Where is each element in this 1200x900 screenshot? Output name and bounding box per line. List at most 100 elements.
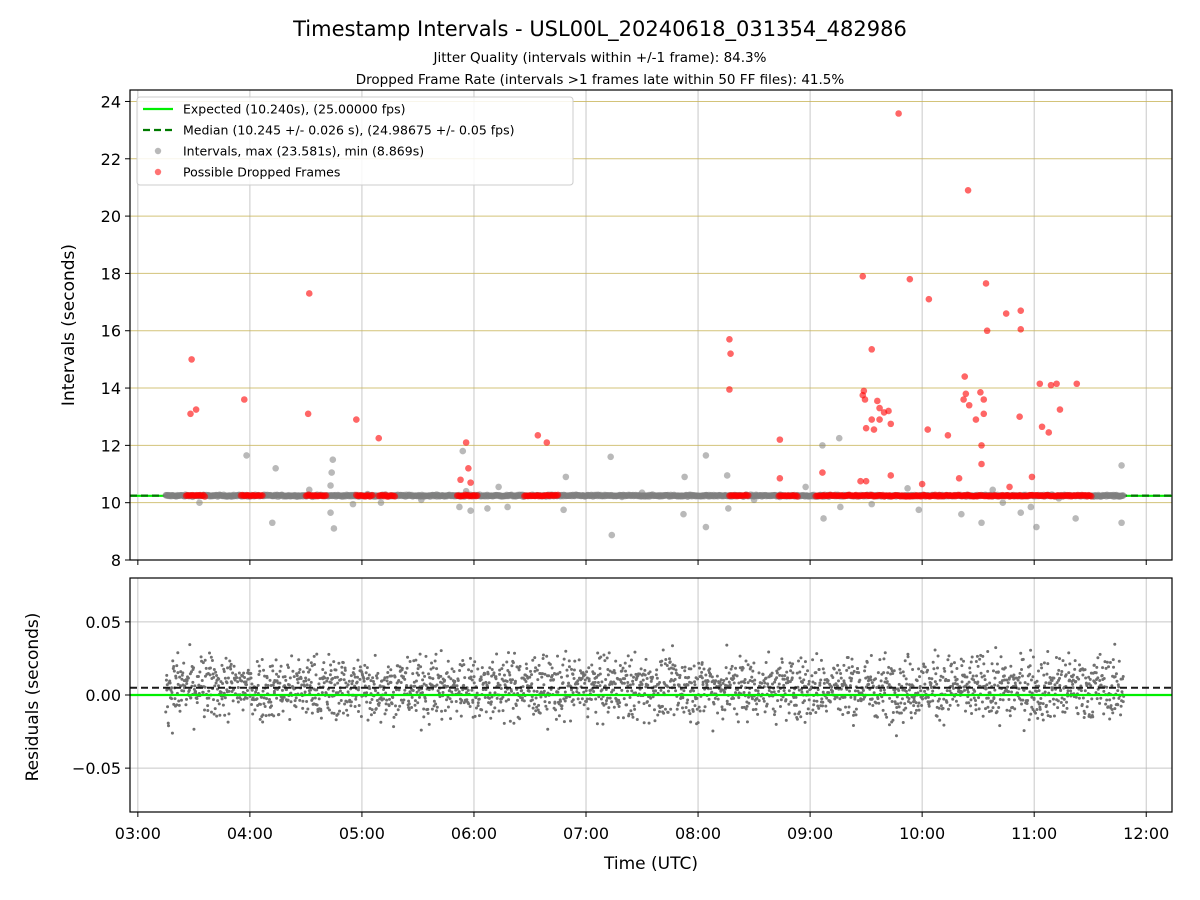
residual-point bbox=[888, 696, 892, 700]
residual-point bbox=[807, 679, 811, 683]
residual-point bbox=[735, 712, 739, 716]
dropped-frame-point bbox=[375, 434, 383, 442]
interval-point bbox=[989, 486, 997, 494]
residual-point bbox=[661, 648, 665, 652]
residual-point bbox=[322, 661, 326, 665]
intervals-y-tick-label: 10 bbox=[101, 494, 121, 513]
residual-point bbox=[718, 680, 722, 684]
residual-point bbox=[965, 682, 969, 686]
residual-point bbox=[1055, 681, 1059, 685]
dropped-frame-point bbox=[860, 387, 868, 395]
residual-point bbox=[980, 675, 984, 679]
residual-point bbox=[1108, 717, 1112, 721]
residual-point bbox=[1094, 681, 1098, 685]
residual-point bbox=[560, 707, 564, 711]
residual-point bbox=[342, 678, 346, 682]
residual-point bbox=[802, 699, 806, 703]
dropped-frame-point bbox=[1016, 413, 1023, 421]
residual-point bbox=[974, 659, 978, 663]
residual-point bbox=[1007, 690, 1011, 694]
residual-point bbox=[884, 676, 888, 680]
interval-point bbox=[681, 473, 688, 481]
residual-point bbox=[1061, 710, 1065, 714]
residual-point bbox=[872, 691, 876, 695]
residual-point bbox=[221, 682, 225, 686]
residual-point bbox=[502, 721, 506, 725]
residual-point bbox=[879, 688, 883, 692]
residual-point bbox=[781, 695, 785, 699]
residual-point bbox=[586, 715, 590, 719]
residual-point bbox=[812, 699, 816, 703]
residual-point bbox=[406, 655, 410, 659]
residual-point bbox=[200, 679, 204, 683]
residual-point bbox=[639, 667, 643, 671]
dropped-frame-point bbox=[961, 373, 969, 380]
residual-point bbox=[1068, 662, 1072, 666]
residual-point bbox=[283, 675, 287, 679]
residual-point bbox=[402, 698, 406, 702]
residual-point bbox=[1086, 699, 1090, 703]
residual-point bbox=[649, 679, 653, 683]
residual-point bbox=[445, 671, 449, 675]
residual-point bbox=[222, 670, 226, 674]
residual-point bbox=[203, 708, 207, 712]
residual-point bbox=[818, 683, 822, 687]
residual-point bbox=[1095, 697, 1099, 701]
residual-point bbox=[339, 677, 343, 681]
residual-point bbox=[996, 670, 1000, 674]
residual-point bbox=[342, 673, 346, 677]
residual-point bbox=[921, 671, 925, 675]
dropped-frame-point bbox=[868, 346, 876, 353]
residual-point bbox=[250, 688, 254, 692]
residual-point bbox=[1022, 688, 1026, 692]
residual-point bbox=[390, 702, 394, 706]
residual-point bbox=[763, 710, 767, 714]
interval-point bbox=[723, 472, 731, 479]
residual-point bbox=[1000, 681, 1004, 685]
dropped-frame-point bbox=[726, 336, 733, 343]
residual-point bbox=[367, 673, 371, 677]
residuals-panel: 03:00 04:00 05:00 06:00 07:00 08:00 09:00 10:00… bbox=[23, 577, 1173, 874]
residual-point bbox=[515, 698, 519, 702]
residual-point bbox=[537, 663, 541, 667]
interval-point bbox=[327, 482, 334, 489]
residual-point bbox=[625, 703, 629, 707]
residual-point bbox=[831, 675, 835, 679]
residual-point bbox=[177, 699, 181, 703]
residual-point bbox=[1059, 700, 1063, 704]
residual-point bbox=[490, 695, 494, 699]
residual-point bbox=[420, 691, 424, 695]
residual-point bbox=[848, 689, 852, 693]
residual-point bbox=[374, 689, 378, 693]
residual-point bbox=[938, 678, 942, 682]
residual-point bbox=[460, 699, 464, 703]
residual-point bbox=[280, 695, 284, 699]
residual-point bbox=[1113, 642, 1117, 646]
residual-point bbox=[869, 675, 873, 679]
residual-point bbox=[235, 696, 239, 700]
residual-point bbox=[461, 688, 465, 692]
residual-point bbox=[596, 680, 600, 684]
residual-point bbox=[645, 700, 649, 704]
residual-point bbox=[570, 667, 574, 671]
residual-point bbox=[577, 658, 581, 662]
residual-point bbox=[1039, 662, 1043, 666]
residual-point bbox=[386, 682, 390, 686]
x-tick-label: 09:00 bbox=[787, 824, 833, 843]
residual-point bbox=[500, 667, 504, 671]
residual-point bbox=[941, 706, 945, 710]
residual-point bbox=[1027, 718, 1031, 722]
residual-point bbox=[655, 676, 659, 680]
legend: Expected (10.240s), (25.00000 fps) Media… bbox=[136, 96, 574, 186]
residual-point bbox=[1052, 702, 1056, 706]
residual-point bbox=[839, 671, 843, 675]
residual-point bbox=[895, 695, 899, 699]
residual-point bbox=[703, 705, 707, 709]
residual-point bbox=[755, 696, 759, 700]
residual-point bbox=[935, 682, 939, 686]
residual-point bbox=[336, 691, 340, 695]
residual-point bbox=[347, 679, 351, 683]
residual-point bbox=[457, 690, 461, 694]
residual-point bbox=[578, 669, 582, 673]
residual-point bbox=[164, 678, 168, 682]
